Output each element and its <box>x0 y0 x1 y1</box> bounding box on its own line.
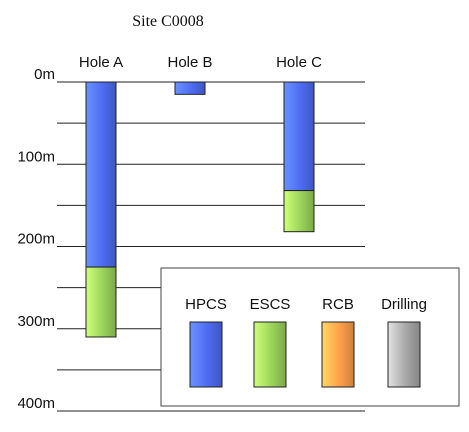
legend-swatch <box>321 321 355 388</box>
hole-labels: Hole A Hole B Hole C <box>79 54 322 71</box>
hole-label: Hole B <box>167 54 212 71</box>
bar-hpcs-hole-a <box>85 81 117 268</box>
bar-hpcs-hole-b <box>174 81 206 95</box>
y-tick-label: 100m <box>17 148 55 165</box>
bar-escs-hole-a <box>85 266 117 338</box>
legend-swatch <box>387 321 421 388</box>
chart-title: Site C0008 <box>132 13 204 30</box>
legend-swatch <box>189 321 223 388</box>
y-tick-label: 200m <box>17 231 55 248</box>
legend-swatch <box>253 321 287 388</box>
legend-label: Drilling <box>381 296 427 313</box>
y-axis-tick-labels: 0m 100m 200m 300m 400m <box>17 66 55 412</box>
hole-label: Hole C <box>276 54 322 71</box>
hole-label: Hole A <box>79 54 123 71</box>
core-bars <box>85 81 315 338</box>
legend-label: HPCS <box>185 296 227 313</box>
bar-escs-hole-c <box>283 190 315 233</box>
legend-label: ESCS <box>250 296 291 313</box>
legend-label: RCB <box>322 296 354 313</box>
bar-hpcs-hole-c <box>283 81 315 192</box>
y-tick-label: 300m <box>17 313 55 330</box>
y-tick-label: 0m <box>34 66 55 83</box>
y-tick-label: 400m <box>17 395 55 412</box>
legend: HPCS ESCS RCB Drilling <box>160 267 460 407</box>
